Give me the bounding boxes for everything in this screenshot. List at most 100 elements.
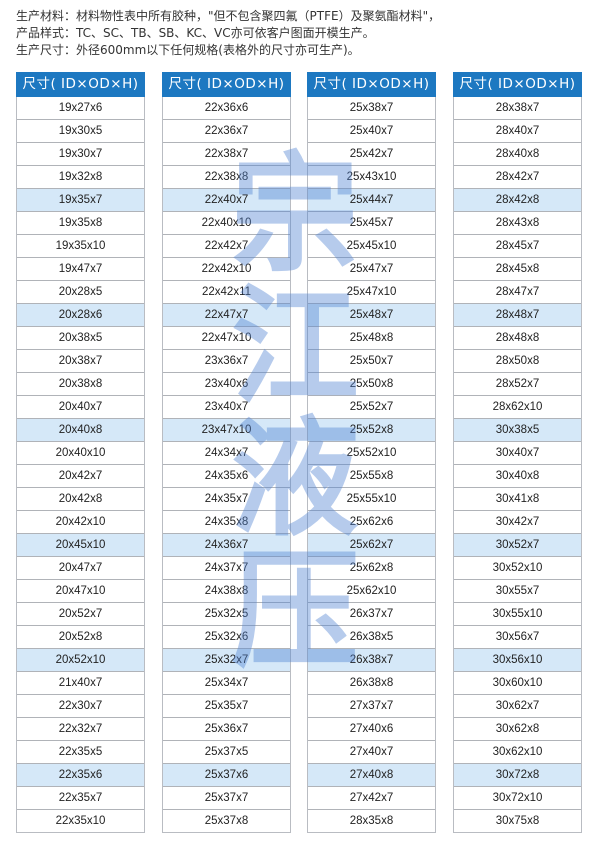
table-row: 26x37x7	[308, 602, 435, 625]
table-row: 30x62x8	[454, 717, 581, 740]
intro-sizes: 生产尺寸：外径600mm以下任何规格(表格外的尺寸亦可生产)。	[16, 43, 360, 57]
table-row: 19x35x10	[17, 234, 144, 257]
intro-materials: 生产材料：材料物性表中所有胶种，"但不包含聚四氟（PTFE）及聚氨酯材料"，	[16, 9, 441, 23]
table-row: 26x38x5	[308, 625, 435, 648]
table-row: 22x47x7	[163, 303, 290, 326]
size-table-1: 尺寸( ID×OD×H) 19x27x6 19x30x5 19x30x7 19x32x…	[16, 72, 145, 833]
table-row: 19x30x5	[17, 119, 144, 142]
table-row: 28x38x7	[454, 97, 581, 119]
table-header: 尺寸( ID×OD×H)	[162, 72, 291, 97]
table-row: 20x40x7	[17, 395, 144, 418]
table-row: 30x75x8	[454, 809, 581, 832]
table-row: 30x40x7	[454, 441, 581, 464]
table-row: 28x62x10	[454, 395, 581, 418]
table-row: 25x34x7	[163, 671, 290, 694]
size-table-3: 尺寸( ID×OD×H) 25x38x7 25x40x7 25x42x7 25x43x…	[307, 72, 436, 833]
table-row: 25x50x8	[308, 372, 435, 395]
table-row: 19x27x6	[17, 97, 144, 119]
table-row: 25x48x7	[308, 303, 435, 326]
table-row: 25x42x7	[308, 142, 435, 165]
table-row: 20x47x10	[17, 579, 144, 602]
table-row: 22x32x7	[17, 717, 144, 740]
table-row: 25x62x7	[308, 533, 435, 556]
table-row: 30x60x10	[454, 671, 581, 694]
table-header: 尺寸( ID×OD×H)	[16, 72, 145, 97]
table-row: 20x42x10	[17, 510, 144, 533]
table-row: 25x32x6	[163, 625, 290, 648]
table-row: 20x52x7	[17, 602, 144, 625]
table-row: 22x35x7	[17, 786, 144, 809]
table-row: 23x40x7	[163, 395, 290, 418]
table-row: 19x30x7	[17, 142, 144, 165]
table-row: 22x38x7	[163, 142, 290, 165]
table-row: 25x62x8	[308, 556, 435, 579]
table-row: 27x40x7	[308, 740, 435, 763]
table-row: 25x38x7	[308, 97, 435, 119]
table-row: 27x37x7	[308, 694, 435, 717]
table-row: 19x47x7	[17, 257, 144, 280]
table-row: 25x45x7	[308, 211, 435, 234]
table-row: 23x47x10	[163, 418, 290, 441]
table-row: 22x35x6	[17, 763, 144, 786]
table-row: 20x42x7	[17, 464, 144, 487]
table-row: 25x45x10	[308, 234, 435, 257]
table-row: 23x40x6	[163, 372, 290, 395]
table-row: 28x48x7	[454, 303, 581, 326]
size-table-2: 尺寸( ID×OD×H) 22x36x6 22x36x7 22x38x7 22x38x…	[162, 72, 291, 833]
table-row: 25x47x10	[308, 280, 435, 303]
table-row: 28x52x7	[454, 372, 581, 395]
intro-styles: 产品样式：TC、SC、TB、SB、KC、VC亦可依客户图面开模生产。	[16, 26, 375, 40]
table-row: 26x38x7	[308, 648, 435, 671]
table-row: 22x38x8	[163, 165, 290, 188]
table-row: 22x35x5	[17, 740, 144, 763]
table-row: 30x62x10	[454, 740, 581, 763]
table-row: 28x35x8	[308, 809, 435, 832]
table-row: 28x50x8	[454, 349, 581, 372]
table-row: 20x38x7	[17, 349, 144, 372]
table-row: 25x43x10	[308, 165, 435, 188]
table-row: 25x37x7	[163, 786, 290, 809]
table-row: 22x42x11	[163, 280, 290, 303]
table-row: 25x35x7	[163, 694, 290, 717]
table-row: 30x55x10	[454, 602, 581, 625]
table-row: 22x36x7	[163, 119, 290, 142]
table-row: 24x38x8	[163, 579, 290, 602]
table-row: 25x50x7	[308, 349, 435, 372]
table-row: 30x52x7	[454, 533, 581, 556]
table-row: 25x55x8	[308, 464, 435, 487]
table-row: 20x52x10	[17, 648, 144, 671]
table-row: 25x52x10	[308, 441, 435, 464]
table-row: 25x32x5	[163, 602, 290, 625]
table-row: 30x40x8	[454, 464, 581, 487]
table-row: 24x37x7	[163, 556, 290, 579]
table-row: 24x35x6	[163, 464, 290, 487]
table-row: 30x41x8	[454, 487, 581, 510]
table-row: 28x42x8	[454, 188, 581, 211]
table-row: 30x72x8	[454, 763, 581, 786]
table-row: 30x55x7	[454, 579, 581, 602]
table-row: 19x35x7	[17, 188, 144, 211]
table-row: 30x56x7	[454, 625, 581, 648]
table-row: 27x40x8	[308, 763, 435, 786]
table-row: 25x32x7	[163, 648, 290, 671]
table-row: 24x36x7	[163, 533, 290, 556]
table-row: 22x42x7	[163, 234, 290, 257]
table-row: 28x45x7	[454, 234, 581, 257]
table-row: 26x38x8	[308, 671, 435, 694]
table-row: 20x38x8	[17, 372, 144, 395]
table-row: 25x48x8	[308, 326, 435, 349]
table-row: 28x43x8	[454, 211, 581, 234]
size-table-4: 尺寸( ID×OD×H) 28x38x7 28x40x7 28x40x8 28x42x…	[453, 72, 582, 833]
table-row: 20x28x5	[17, 280, 144, 303]
table-row: 22x47x10	[163, 326, 290, 349]
table-row: 30x56x10	[454, 648, 581, 671]
table-row: 23x36x7	[163, 349, 290, 372]
table-row: 27x40x6	[308, 717, 435, 740]
table-row: 21x40x7	[17, 671, 144, 694]
table-row: 28x42x7	[454, 165, 581, 188]
table-row: 25x47x7	[308, 257, 435, 280]
table-row: 25x52x7	[308, 395, 435, 418]
table-row: 30x52x10	[454, 556, 581, 579]
table-row: 25x40x7	[308, 119, 435, 142]
table-row: 20x47x7	[17, 556, 144, 579]
